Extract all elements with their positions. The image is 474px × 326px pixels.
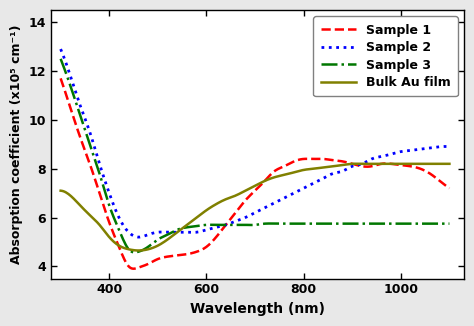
Bulk Au film xyxy=(291,170,296,174)
Sample 2 xyxy=(59,50,65,54)
Sample 1 xyxy=(59,80,65,84)
Sample 3 xyxy=(297,222,303,226)
Sample 3 xyxy=(387,222,392,226)
Sample 3 xyxy=(132,250,137,254)
Sample 1 xyxy=(297,157,303,161)
Sample 3 xyxy=(291,222,296,226)
Sample 1 xyxy=(131,267,137,271)
Sample 3 xyxy=(59,60,65,64)
Sample 2 xyxy=(289,192,295,196)
Sample 2 xyxy=(297,188,303,192)
Line: Sample 1: Sample 1 xyxy=(61,78,449,269)
Bulk Au film xyxy=(447,162,452,166)
Bulk Au film xyxy=(59,189,65,193)
Sample 1 xyxy=(291,160,296,164)
Bulk Au film xyxy=(136,248,142,252)
Sample 1 xyxy=(447,186,452,190)
Sample 3 xyxy=(447,222,452,226)
Sample 1 xyxy=(58,76,64,80)
Line: Sample 3: Sample 3 xyxy=(61,59,449,252)
Sample 1 xyxy=(411,165,417,169)
Sample 1 xyxy=(289,160,295,164)
X-axis label: Wavelength (nm): Wavelength (nm) xyxy=(190,302,325,316)
Sample 2 xyxy=(58,47,64,51)
Sample 1 xyxy=(387,162,392,166)
Sample 3 xyxy=(289,222,295,226)
Sample 2 xyxy=(291,191,296,195)
Sample 2 xyxy=(447,145,452,149)
Bulk Au film xyxy=(58,189,64,193)
Sample 2 xyxy=(387,153,392,156)
Bulk Au film xyxy=(413,162,419,166)
Y-axis label: Absorption coefficient (x10⁵ cm⁻¹): Absorption coefficient (x10⁵ cm⁻¹) xyxy=(10,24,23,264)
Bulk Au film xyxy=(297,169,303,173)
Sample 2 xyxy=(411,148,417,152)
Line: Bulk Au film: Bulk Au film xyxy=(61,164,449,250)
Sample 2 xyxy=(136,235,142,239)
Bulk Au film xyxy=(388,162,394,166)
Sample 3 xyxy=(58,57,64,61)
Bulk Au film xyxy=(353,162,359,166)
Bulk Au film xyxy=(289,171,295,175)
Sample 3 xyxy=(411,222,417,226)
Line: Sample 2: Sample 2 xyxy=(61,49,449,237)
Legend: Sample 1, Sample 2, Sample 3, Bulk Au film: Sample 1, Sample 2, Sample 3, Bulk Au fi… xyxy=(313,16,458,96)
